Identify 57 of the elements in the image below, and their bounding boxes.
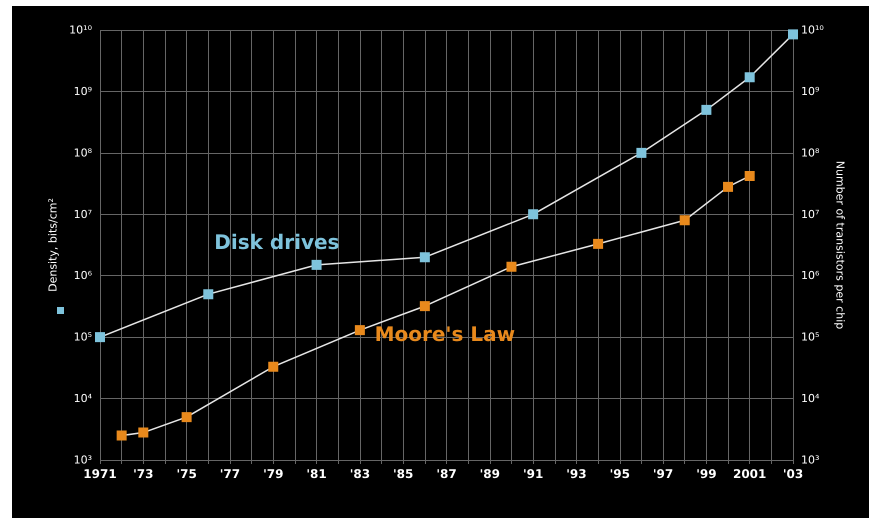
x-tick-label: '87: [436, 467, 457, 481]
y-tick-label: 10³: [801, 454, 820, 466]
text: 10⁹: [74, 84, 92, 98]
point: [354, 325, 365, 336]
x-tick-label: '79: [263, 467, 284, 481]
series-label: Disk drives: [214, 230, 340, 254]
x-tick-label: '89: [480, 467, 500, 481]
x-tick-label: '73: [133, 467, 154, 481]
y-axis-title: Density, bits/cm²: [46, 198, 60, 292]
x-tick-label: '81: [306, 467, 327, 481]
y-tick-label: 10¹⁰: [801, 24, 824, 36]
text: 10¹⁰: [69, 24, 92, 36]
x-tick-label: '93: [566, 467, 587, 481]
point: [182, 412, 192, 422]
text: 10⁶: [74, 269, 92, 282]
point: [593, 238, 604, 249]
y-tick-label: 10⁷: [801, 208, 820, 221]
y-tick-label: 10⁴: [801, 392, 820, 406]
point: [95, 332, 105, 342]
x-tick-label: '83: [350, 467, 370, 481]
point: [744, 171, 755, 181]
x-tick-label: '77: [220, 467, 240, 481]
point: [506, 262, 516, 272]
y-tick-label: 10⁶: [801, 269, 820, 282]
x-tick-label: '91: [522, 467, 544, 481]
y-tick-label: 10⁹: [801, 84, 820, 98]
text: 10³: [74, 454, 92, 466]
point: [744, 72, 755, 82]
x-tick-label: '85: [393, 467, 414, 481]
point: [420, 252, 430, 262]
point: [788, 29, 798, 40]
point: [636, 148, 646, 158]
y-tick-label: 10⁸: [801, 146, 820, 160]
x-tick-label: '97: [652, 467, 674, 481]
point: [701, 104, 712, 115]
x-tick-label: '99: [696, 467, 717, 481]
point: [723, 182, 734, 192]
y2-axis-title: Number of transistors per chip: [834, 160, 847, 330]
text: 10⁸: [74, 146, 92, 160]
point: [116, 430, 127, 441]
text: 10⁴: [74, 392, 92, 406]
x-tick-label: 2001: [732, 467, 766, 481]
point: [420, 301, 430, 312]
point: [680, 215, 690, 226]
point: [312, 260, 322, 270]
point: [138, 428, 148, 438]
x-tick-label: '03: [782, 467, 804, 481]
point: [203, 289, 214, 300]
point: [268, 362, 278, 372]
text: 10⁷: [74, 208, 92, 221]
point: [528, 209, 538, 220]
y-tick-label: 10⁵: [801, 330, 820, 344]
series-label: Moore's Law: [374, 322, 516, 346]
x-tick-label: 1971: [83, 467, 117, 481]
x-tick-label: '95: [610, 467, 630, 481]
x-tick-label: '75: [176, 467, 197, 481]
text: 10⁵: [74, 330, 92, 344]
